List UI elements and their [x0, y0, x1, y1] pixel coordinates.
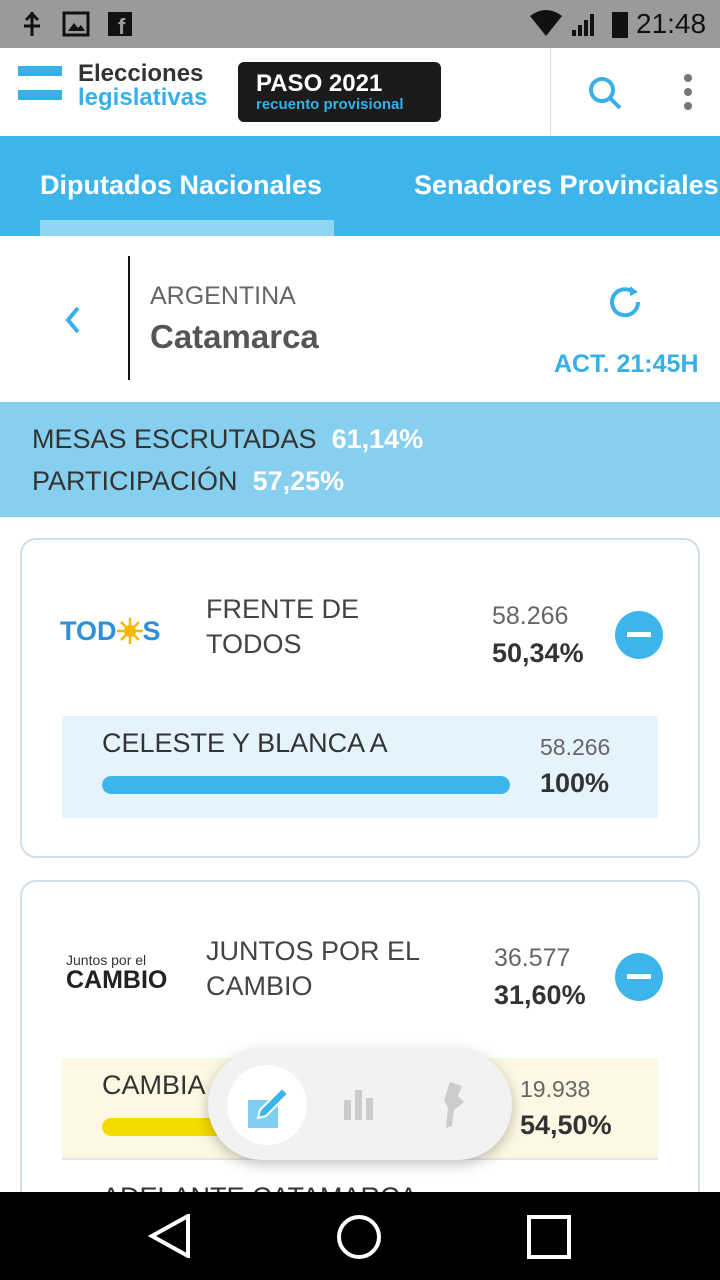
party-votes: 58.266	[492, 602, 569, 630]
brand-flag	[18, 66, 62, 100]
refresh-button[interactable]	[606, 282, 646, 322]
vote-button[interactable]	[226, 1064, 308, 1146]
collapse-button[interactable]	[614, 610, 664, 660]
home-key[interactable]	[336, 1214, 382, 1260]
party-percent: 50,34%	[492, 638, 584, 668]
menu-button[interactable]	[680, 72, 696, 112]
bar-track	[102, 776, 510, 794]
list-percent: 54,50%	[520, 1110, 612, 1140]
back-button[interactable]	[62, 304, 86, 336]
list-name: CAMBIA	[102, 1070, 206, 1100]
party-percent: 31,60%	[494, 980, 586, 1010]
party-name: JUNTOS POR EL CAMBIO	[206, 936, 420, 1001]
summary-label: PARTICIPACIÓN	[32, 466, 238, 496]
search-button[interactable]	[586, 74, 626, 114]
logo-text: S	[142, 616, 161, 646]
tab[interactable]: Senadores Provinciales	[414, 170, 719, 200]
status-bar: f 21:48	[0, 0, 720, 48]
svg-text:f: f	[118, 14, 126, 38]
status-time: 21:48	[636, 8, 707, 39]
chart-button[interactable]	[342, 1088, 376, 1122]
list-votes: 58.266	[540, 734, 611, 760]
collapse-button[interactable]	[614, 952, 664, 1002]
map-button[interactable]	[440, 1080, 470, 1130]
summary: MESAS ESCRUTADAS 61,14% PARTICIPACIÓN 57…	[0, 402, 720, 517]
logo-text: TOD	[60, 616, 117, 646]
tab-indicator	[40, 220, 334, 236]
status-right-icons	[530, 10, 628, 38]
tab-bar: Diputados Nacionales Senadores Provincia…	[0, 136, 720, 236]
party-card: TOD S FRENTE DE TODOS 58.266 50,34% CELES…	[20, 538, 700, 858]
brand-line1: Elecciones	[78, 60, 204, 87]
country: ARGENTINA	[150, 282, 296, 310]
app-header: Elecciones legislativas PASO 2021 recuen…	[0, 48, 720, 136]
floating-nav	[208, 1050, 512, 1160]
list-votes: 19.938	[520, 1076, 591, 1102]
bar	[102, 776, 510, 794]
status-icons: f	[24, 11, 132, 38]
recents-key[interactable]	[526, 1214, 572, 1260]
brand-line2: legislativas	[78, 84, 208, 111]
list-name: CELESTE Y BLANCA A	[102, 728, 388, 758]
summary-value: 57,25%	[252, 466, 345, 496]
badge-title: PASO 2021	[256, 70, 383, 97]
party-name: FRENTE DE TODOS	[206, 594, 360, 659]
party-logo: TOD S	[60, 616, 161, 647]
summary-value: 61,14%	[331, 424, 424, 454]
updated-time: ACT. 21:45H	[554, 350, 699, 378]
district: Catamarca	[150, 318, 319, 355]
logo-text: CAMBIO	[66, 966, 168, 994]
summary-row: PARTICIPACIÓN 57,25%	[32, 466, 344, 497]
badge-subtitle: recuento provisional	[256, 96, 404, 113]
summary-row: MESAS ESCRUTADAS 61,14%	[32, 424, 423, 455]
divider	[550, 48, 551, 136]
logo-text: Juntos por el	[66, 952, 147, 968]
summary-label: MESAS ESCRUTADAS	[32, 424, 317, 454]
system-nav	[0, 1192, 720, 1280]
divider	[128, 256, 130, 380]
party-votes: 36.577	[494, 944, 571, 972]
list-percent: 100%	[540, 768, 610, 798]
back-key[interactable]	[148, 1214, 192, 1258]
list-row: CELESTE Y BLANCA A 58.266 100%	[62, 716, 658, 818]
badge: PASO 2021 recuento provisional	[238, 62, 441, 122]
tab[interactable]: Diputados Nacionales	[40, 170, 323, 200]
logo-sun	[116, 618, 143, 644]
